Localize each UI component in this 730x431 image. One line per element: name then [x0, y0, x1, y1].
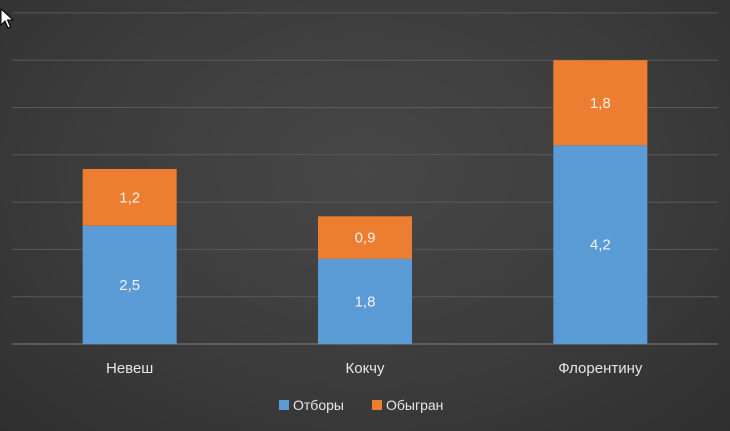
legend: Отборы Обыгран: [279, 397, 443, 413]
x-tick-label: Невеш: [106, 360, 153, 377]
data-label: 1,8: [355, 293, 376, 310]
bar-otbory-0: [82, 225, 177, 344]
bar-obygran-2: [553, 60, 648, 146]
data-label: 4,2: [590, 237, 611, 254]
legend-label: Обыгран: [386, 397, 443, 413]
bar-obygran-0: [82, 168, 177, 226]
data-label: 2,5: [119, 277, 140, 294]
mouse-pointer-icon: [0, 8, 14, 29]
legend-swatch: [279, 400, 289, 410]
bar-obygran-1: [318, 216, 412, 259]
x-axis-tick-labels: Невеш Кокчу Флорентину: [106, 360, 643, 377]
bar-otbory-2: [553, 145, 648, 344]
x-tick-label: Кокчу: [346, 360, 385, 377]
data-label: 1,2: [119, 189, 140, 206]
x-tick-label: Флорентину: [558, 360, 643, 377]
data-labels: 2,5 1,2 1,8 0,9 4,2 1,8: [119, 95, 611, 311]
data-label: 1,8: [590, 95, 611, 112]
data-label: 0,9: [355, 230, 376, 247]
bar-otbory-1: [318, 258, 412, 344]
bars: [82, 60, 648, 344]
legend-label: Отборы: [293, 397, 344, 413]
legend-swatch: [372, 400, 382, 410]
